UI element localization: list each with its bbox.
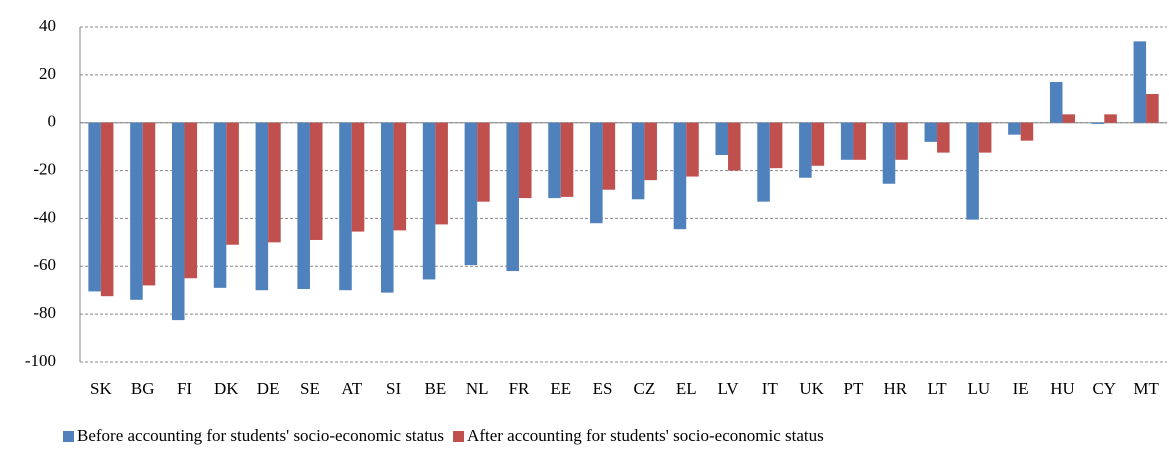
x-tick-label: LT [927,379,947,398]
x-tick-label: DK [214,379,239,398]
bar [937,122,950,153]
x-tick-label: AT [341,379,362,398]
bar [715,122,729,156]
bar [757,122,770,202]
bar [1062,114,1076,123]
bar [840,122,854,160]
bar [631,122,645,200]
y-tick-label: 0 [48,112,57,131]
bar [297,122,310,290]
bar [464,122,478,266]
bar [966,122,979,220]
bar [644,122,657,181]
x-tick-label: MT [1133,379,1159,398]
legend-swatch [63,431,74,442]
bar [673,122,687,230]
bar [88,122,101,292]
x-tick-label: SK [90,379,112,398]
x-tick-label: SE [300,379,320,398]
bar [1146,94,1159,123]
bar [477,122,490,202]
x-tick-label: SI [386,379,401,398]
x-tick-label: IT [762,379,779,398]
bar [339,122,352,291]
y-tick-label: -20 [33,159,56,178]
bar [1008,122,1021,135]
x-tick-label: LU [968,379,991,398]
legend-label: After accounting for students' socio-eco… [467,426,824,445]
x-tick-label: HU [1050,379,1075,398]
x-tick-label: HR [883,379,907,398]
y-tick-label: -80 [33,303,56,322]
bar [1020,122,1034,141]
x-tick-label: CY [1092,379,1116,398]
bar [435,122,448,225]
legend-swatch [453,431,465,442]
bar [1091,122,1105,124]
bar [686,122,699,177]
bar [518,122,532,199]
x-tick-label: UK [799,379,824,398]
bar [393,122,407,231]
x-tick-label: DE [257,379,280,398]
bar [924,122,938,142]
bar [1049,82,1063,123]
bar [184,122,198,279]
x-tick-label: IE [1013,379,1029,398]
bar [268,122,281,243]
bar [895,122,908,160]
bar [602,122,616,190]
x-tick-label: FR [509,379,530,398]
x-tick-label: EE [550,379,571,398]
y-tick-label: 40 [39,16,56,35]
x-tick-label: CZ [634,379,656,398]
bar [381,122,394,293]
bar [351,122,365,232]
bar [882,122,896,184]
bar [1104,114,1117,123]
bar [728,122,741,171]
bar [769,122,783,169]
bar [548,122,561,199]
bar [853,122,866,160]
bar [422,122,436,280]
y-tick-label: 20 [39,64,56,83]
x-tick-label: EL [676,379,697,398]
bar [255,122,269,291]
bar [142,122,156,286]
bar [171,122,185,321]
y-tick-label: -40 [33,207,56,226]
bar [130,122,143,300]
x-tick-label: ES [593,379,613,398]
bar [799,122,812,178]
x-tick-label: BE [424,379,446,398]
x-tick-label: NL [466,379,489,398]
x-tick-label: FI [177,379,192,398]
bar [213,122,227,288]
bar [309,122,323,240]
bar [811,122,825,166]
bar [100,122,114,297]
x-tick-label: BG [131,379,155,398]
legend-label: Before accounting for students' socio-ec… [77,426,444,445]
x-tick-label: PT [844,379,864,398]
bar [506,122,519,272]
bar [226,122,239,245]
bar [978,122,992,153]
bar [560,122,574,197]
y-tick-label: -60 [33,255,56,274]
bar [1133,41,1147,123]
y-tick-label: -100 [25,351,56,370]
bar [590,122,603,224]
x-tick-label: LV [717,379,739,398]
